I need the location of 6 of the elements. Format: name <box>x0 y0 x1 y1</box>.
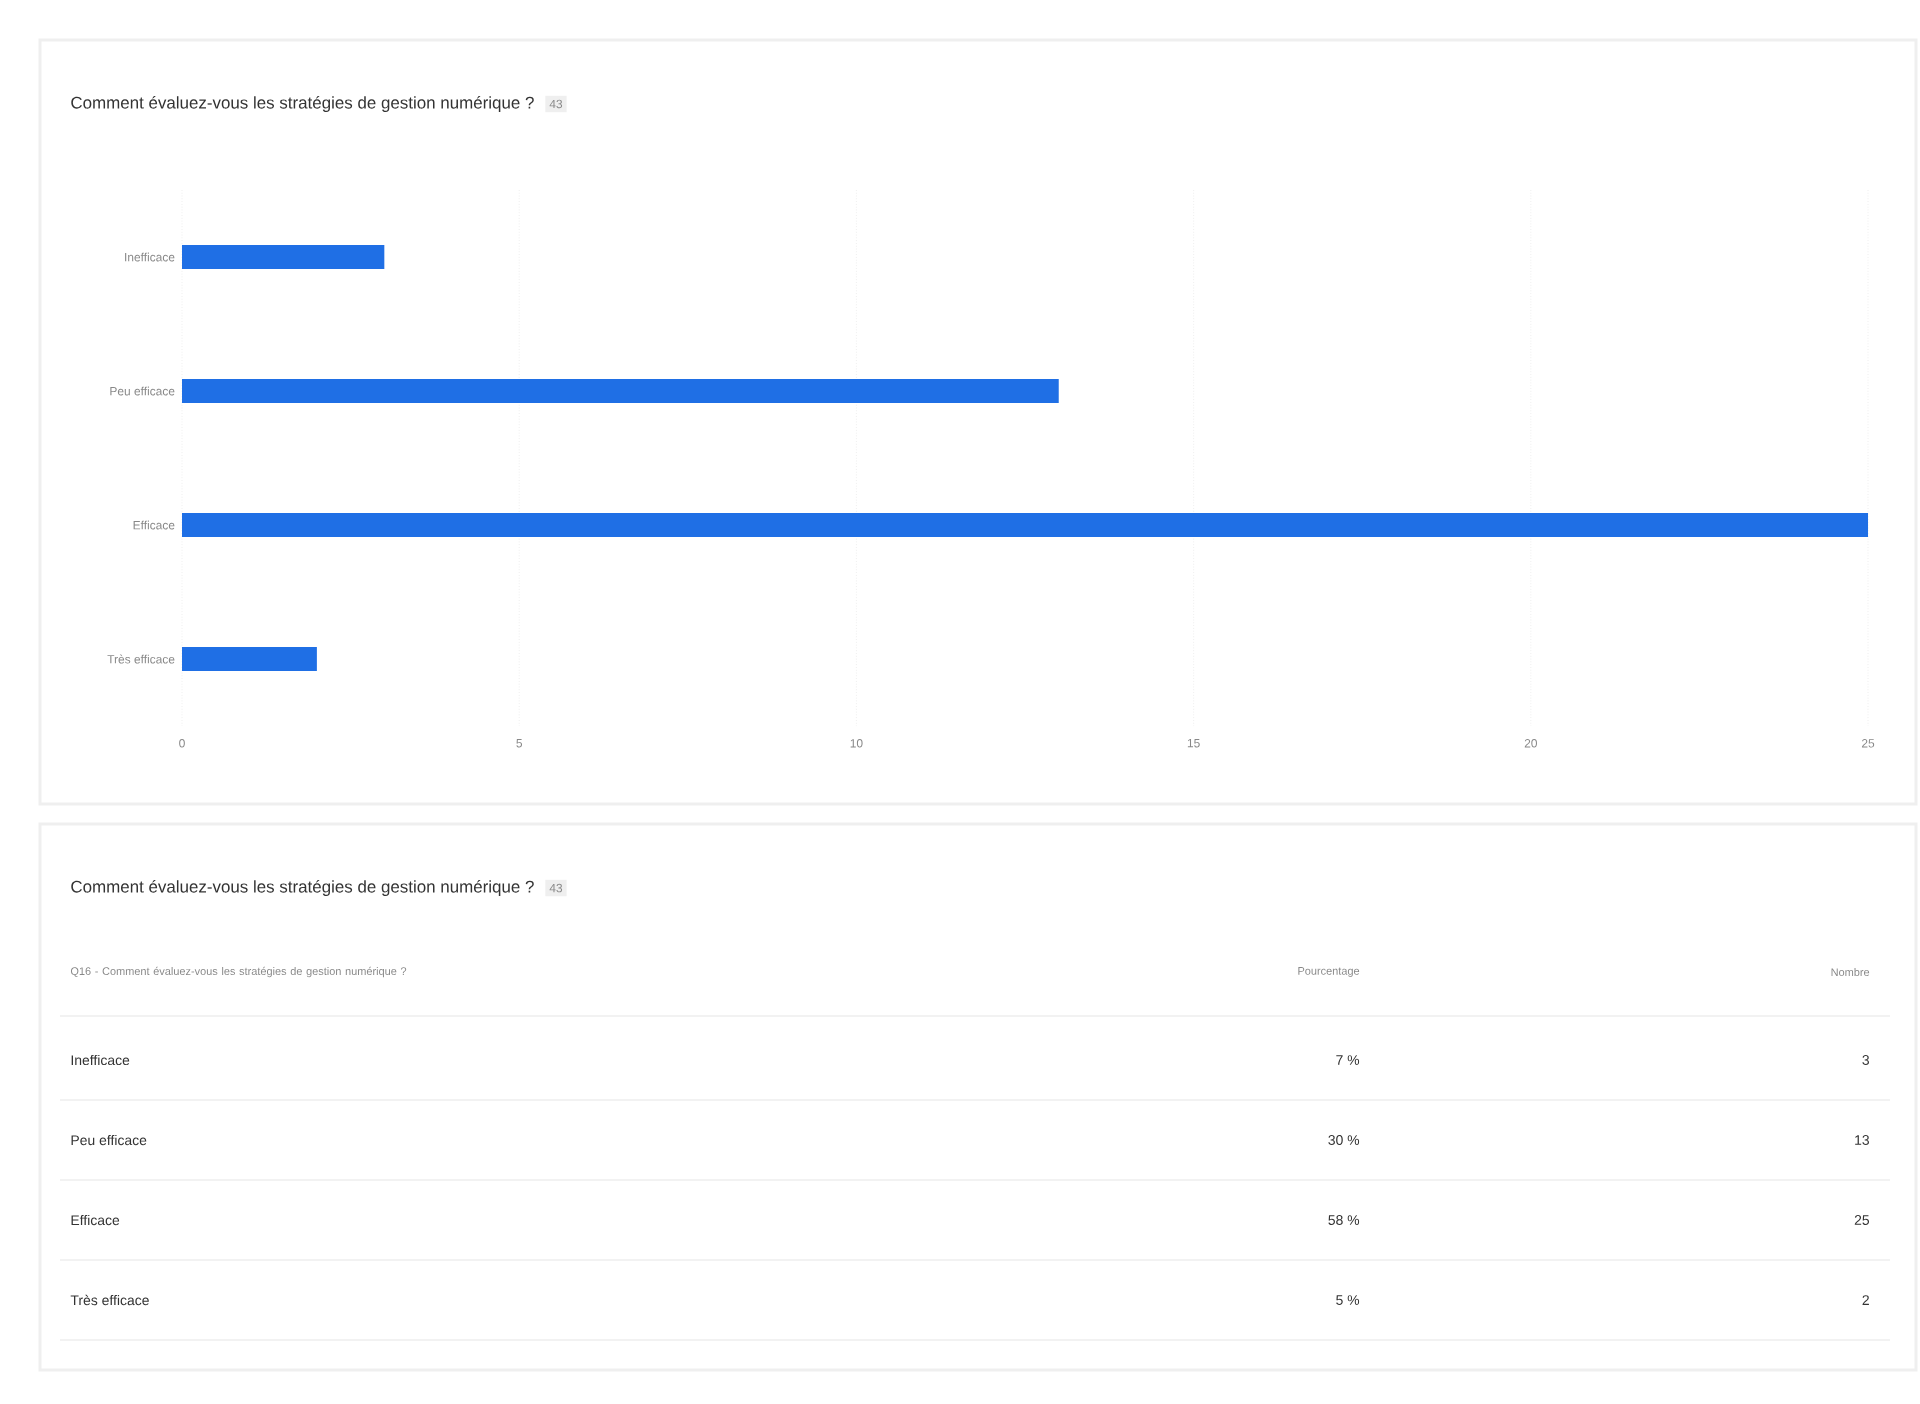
bar <box>182 379 1059 404</box>
bar <box>182 245 385 270</box>
bar <box>182 647 317 672</box>
chart-title: Comment évaluez-vous les stratégies de gestion numérique ? <box>71 96 534 112</box>
bar <box>182 513 1869 538</box>
text: Comment évaluez-vous les stratégies de gestion numérique ? <box>71 880 534 896</box>
